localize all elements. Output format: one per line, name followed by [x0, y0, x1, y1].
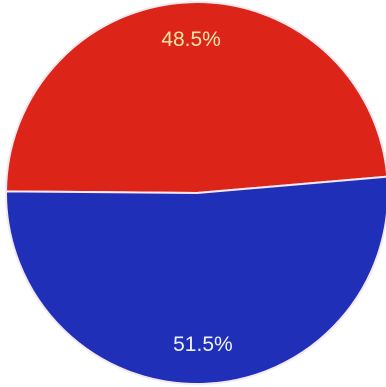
slice-label-upper: 48.5% [161, 28, 221, 51]
pie-slices [5, 1, 386, 386]
pie-labels: 48.5% 51.5% [161, 28, 232, 356]
slice-lower-blue [5, 175, 386, 386]
slice-label-lower: 51.5% [173, 333, 233, 356]
slice-upper-red [5, 1, 386, 194]
